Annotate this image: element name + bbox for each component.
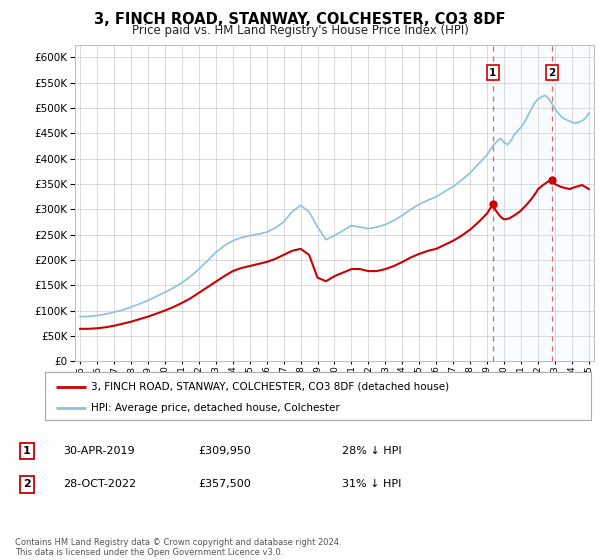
Text: 3, FINCH ROAD, STANWAY, COLCHESTER, CO3 8DF (detached house): 3, FINCH ROAD, STANWAY, COLCHESTER, CO3 …: [91, 382, 449, 391]
Text: £357,500: £357,500: [198, 479, 251, 489]
Text: 3, FINCH ROAD, STANWAY, COLCHESTER, CO3 8DF: 3, FINCH ROAD, STANWAY, COLCHESTER, CO3 …: [94, 12, 506, 27]
Text: 31% ↓ HPI: 31% ↓ HPI: [342, 479, 401, 489]
Text: £309,950: £309,950: [198, 446, 251, 456]
Text: 1: 1: [489, 68, 496, 78]
Text: 2: 2: [548, 68, 556, 78]
Text: HPI: Average price, detached house, Colchester: HPI: Average price, detached house, Colc…: [91, 403, 340, 413]
Text: 1: 1: [23, 446, 31, 456]
Text: 2: 2: [23, 479, 31, 489]
Bar: [493, 45, 594, 361]
Text: 28% ↓ HPI: 28% ↓ HPI: [342, 446, 401, 456]
Text: Contains HM Land Registry data © Crown copyright and database right 2024.
This d: Contains HM Land Registry data © Crown c…: [15, 538, 341, 557]
Text: 28-OCT-2022: 28-OCT-2022: [63, 479, 136, 489]
Text: 30-APR-2019: 30-APR-2019: [63, 446, 134, 456]
Text: Price paid vs. HM Land Registry's House Price Index (HPI): Price paid vs. HM Land Registry's House …: [131, 24, 469, 36]
